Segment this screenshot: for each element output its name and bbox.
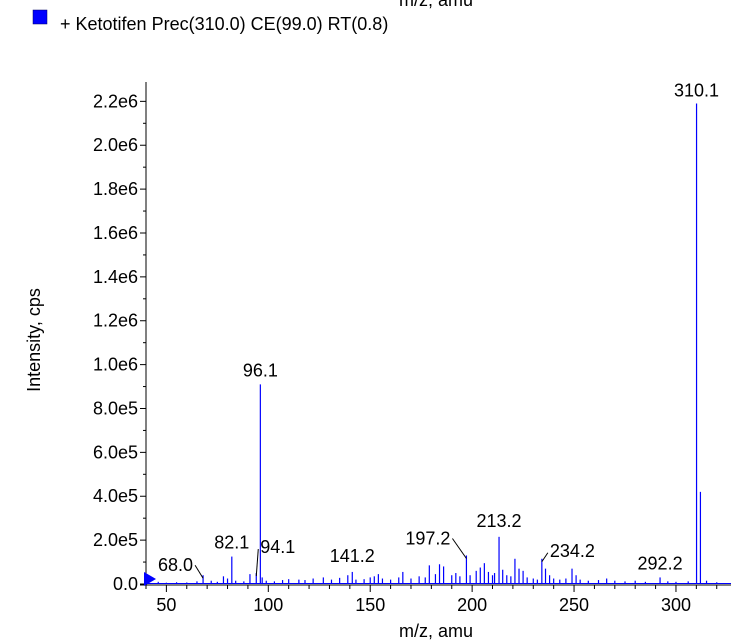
axis-start-marker bbox=[144, 572, 156, 586]
annotation-label-9: 68.0 bbox=[158, 555, 193, 575]
annotation-label-5: 82.1 bbox=[214, 533, 249, 553]
annotation-label-7: 141.2 bbox=[330, 546, 375, 566]
annotation-label-4: 234.2 bbox=[550, 541, 595, 561]
x-tick-label-5: 300 bbox=[661, 595, 691, 615]
legend-swatch bbox=[32, 9, 48, 25]
y-axis-label: Intensity, cps bbox=[24, 288, 44, 392]
annotation-label-8: 292.2 bbox=[638, 553, 683, 573]
y-tick-label-7: 1.4e6 bbox=[93, 267, 138, 287]
x-tick-label-4: 250 bbox=[559, 595, 589, 615]
legend-label: + Ketotifen Prec(310.0) CE(99.0) RT(0.8) bbox=[60, 14, 388, 34]
x-tick-label-0: 50 bbox=[156, 595, 176, 615]
y-tick-label-4: 8.0e5 bbox=[93, 398, 138, 418]
y-tick-label-1: 2.0e5 bbox=[93, 530, 138, 550]
plot-area: 0.0 2.0e5 4.0e5 6.0e5 8.0e5 1.0e6 1.2e6 1.4e6 1.… bbox=[93, 81, 731, 615]
annotation-leader-4 bbox=[541, 552, 549, 563]
y-tick-label-6: 1.2e6 bbox=[93, 311, 138, 331]
y-tick-label-5: 1.0e6 bbox=[93, 355, 138, 375]
clipped-xlabel-text: m/z, amu bbox=[399, 0, 473, 10]
annotation-label-6: 94.1 bbox=[260, 537, 295, 557]
x-tick-label-2: 150 bbox=[355, 595, 385, 615]
annotation-label-3: 197.2 bbox=[405, 528, 450, 548]
annotation-label-2: 213.2 bbox=[477, 511, 522, 531]
annotation-leader-3 bbox=[452, 538, 467, 559]
y-tick-label-0: 0.0 bbox=[113, 574, 138, 594]
annotation-label-1: 96.1 bbox=[243, 360, 278, 380]
y-tick-label-3: 6.0e5 bbox=[93, 442, 138, 462]
annotation-label-0: 310.1 bbox=[674, 81, 719, 101]
y-tick-label-11: 2.2e6 bbox=[93, 91, 138, 111]
y-tick-label-2: 4.0e5 bbox=[93, 486, 138, 506]
y-tick-label-10: 2.0e6 bbox=[93, 135, 138, 155]
annotation-leader-6 bbox=[255, 548, 259, 577]
x-axis-label: m/z, amu bbox=[399, 621, 473, 641]
x-tick-label-3: 200 bbox=[457, 595, 487, 615]
x-tick-label-1: 100 bbox=[253, 595, 283, 615]
y-tick-label-8: 1.6e6 bbox=[93, 223, 138, 243]
y-tick-label-9: 1.8e6 bbox=[93, 179, 138, 199]
annotation-leader-9 bbox=[194, 564, 204, 579]
